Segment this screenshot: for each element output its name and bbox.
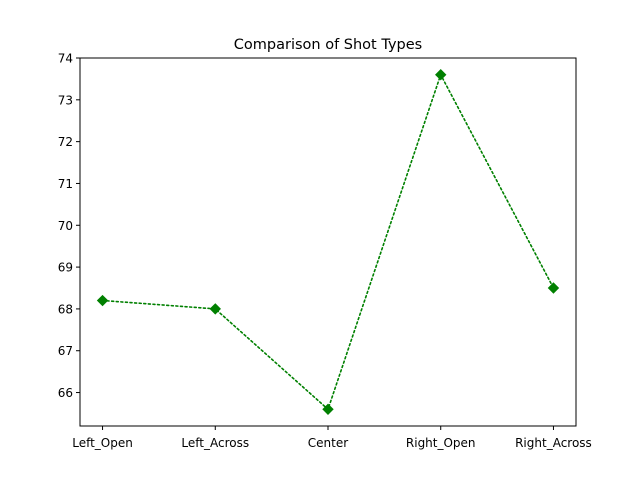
plot-area: 66 67 68 69 70 71 72 73 74 Left_Open Left_Across Ce…	[58, 52, 592, 451]
y-tick-label: 68	[58, 302, 73, 316]
x-tick-label: Left_Open	[72, 436, 133, 450]
x-tick-label: Right_Open	[406, 436, 476, 450]
y-tick-label: 73	[58, 93, 73, 107]
data-point-marker	[96, 294, 109, 307]
y-tick-label: 67	[58, 344, 73, 358]
x-tick-label: Center	[308, 436, 348, 450]
x-tick-label: Right_Across	[515, 436, 592, 450]
y-tick-label: 66	[58, 386, 73, 400]
y-tick-label: 74	[58, 52, 73, 66]
y-tick-label: 71	[58, 177, 73, 191]
data-point-marker	[209, 303, 221, 315]
data-point-marker	[547, 282, 560, 294]
chart-title: Comparison of Shot Types	[234, 37, 422, 53]
y-tick-label: 69	[58, 261, 73, 275]
x-tick-label: Left_Across	[181, 436, 249, 450]
y-tick-label: 70	[58, 219, 73, 233]
data-point-marker	[322, 403, 334, 415]
y-tick-label: 72	[58, 135, 73, 149]
data-point-marker	[435, 69, 447, 81]
